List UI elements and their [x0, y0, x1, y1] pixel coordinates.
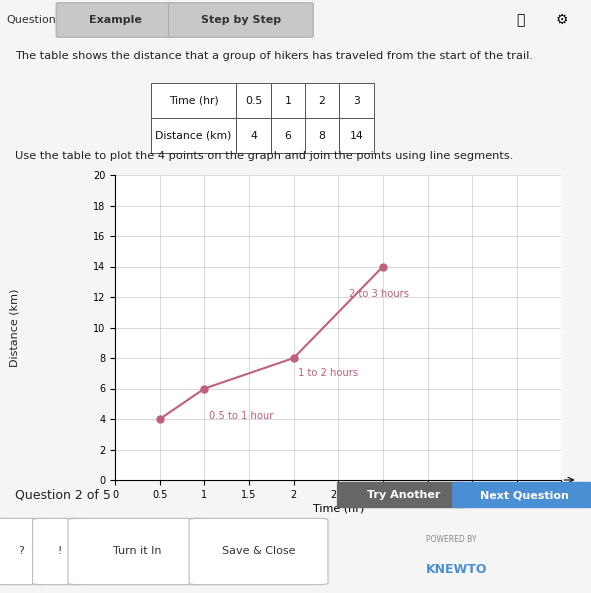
- FancyBboxPatch shape: [337, 482, 470, 508]
- Text: Step by Step: Step by Step: [201, 15, 281, 25]
- Text: 2 to 3 hours: 2 to 3 hours: [349, 289, 409, 299]
- X-axis label: Time (hr): Time (hr): [313, 504, 364, 514]
- Bar: [305, 118, 339, 154]
- Text: 0.5 to 1 hour: 0.5 to 1 hour: [209, 411, 273, 421]
- Text: Example: Example: [89, 15, 142, 25]
- Point: [378, 262, 388, 271]
- Text: ⚙: ⚙: [555, 13, 568, 27]
- Text: Distance (km): Distance (km): [155, 131, 232, 141]
- Bar: [339, 83, 374, 118]
- Bar: [305, 83, 339, 118]
- FancyBboxPatch shape: [56, 3, 174, 37]
- Bar: [151, 83, 236, 118]
- Text: 6: 6: [284, 131, 291, 141]
- Text: Time (hr): Time (hr): [168, 95, 219, 106]
- Text: POWERED BY: POWERED BY: [426, 534, 476, 544]
- Text: KNEWTO: KNEWTO: [426, 563, 487, 576]
- Text: 8: 8: [319, 131, 326, 141]
- Text: Question: Question: [6, 15, 56, 25]
- Bar: [271, 83, 305, 118]
- Text: 0.5: 0.5: [245, 95, 262, 106]
- Text: 14: 14: [349, 131, 363, 141]
- FancyBboxPatch shape: [0, 3, 65, 37]
- Text: 2: 2: [319, 95, 326, 106]
- Point: [289, 353, 298, 363]
- Text: Turn it In: Turn it In: [113, 547, 162, 556]
- FancyBboxPatch shape: [68, 518, 207, 585]
- FancyBboxPatch shape: [33, 518, 86, 585]
- Text: !: !: [57, 547, 61, 556]
- Bar: [151, 118, 236, 154]
- Bar: [236, 118, 271, 154]
- Text: 1: 1: [284, 95, 291, 106]
- FancyBboxPatch shape: [0, 518, 47, 585]
- Text: Question 2 of 5: Question 2 of 5: [15, 489, 111, 502]
- Bar: [271, 118, 305, 154]
- Point: [200, 384, 209, 393]
- Bar: [236, 83, 271, 118]
- Text: The table shows the distance that a group of hikers has traveled from the start : The table shows the distance that a grou…: [15, 51, 532, 61]
- Text: Try Another: Try Another: [366, 490, 440, 500]
- FancyBboxPatch shape: [452, 482, 591, 508]
- Text: 📋: 📋: [516, 13, 524, 27]
- FancyBboxPatch shape: [168, 3, 313, 37]
- Text: Distance (km): Distance (km): [10, 288, 20, 366]
- FancyBboxPatch shape: [189, 518, 328, 585]
- Bar: [339, 118, 374, 154]
- Point: [155, 415, 164, 424]
- Text: 3: 3: [353, 95, 360, 106]
- Text: Use the table to plot the 4 points on the graph and join the points using line s: Use the table to plot the 4 points on th…: [15, 151, 513, 161]
- Text: Next Question: Next Question: [480, 490, 569, 500]
- Text: 4: 4: [250, 131, 257, 141]
- Text: 1 to 2 hours: 1 to 2 hours: [298, 368, 358, 378]
- Text: ?: ?: [18, 547, 24, 556]
- Text: Save & Close: Save & Close: [222, 547, 296, 556]
